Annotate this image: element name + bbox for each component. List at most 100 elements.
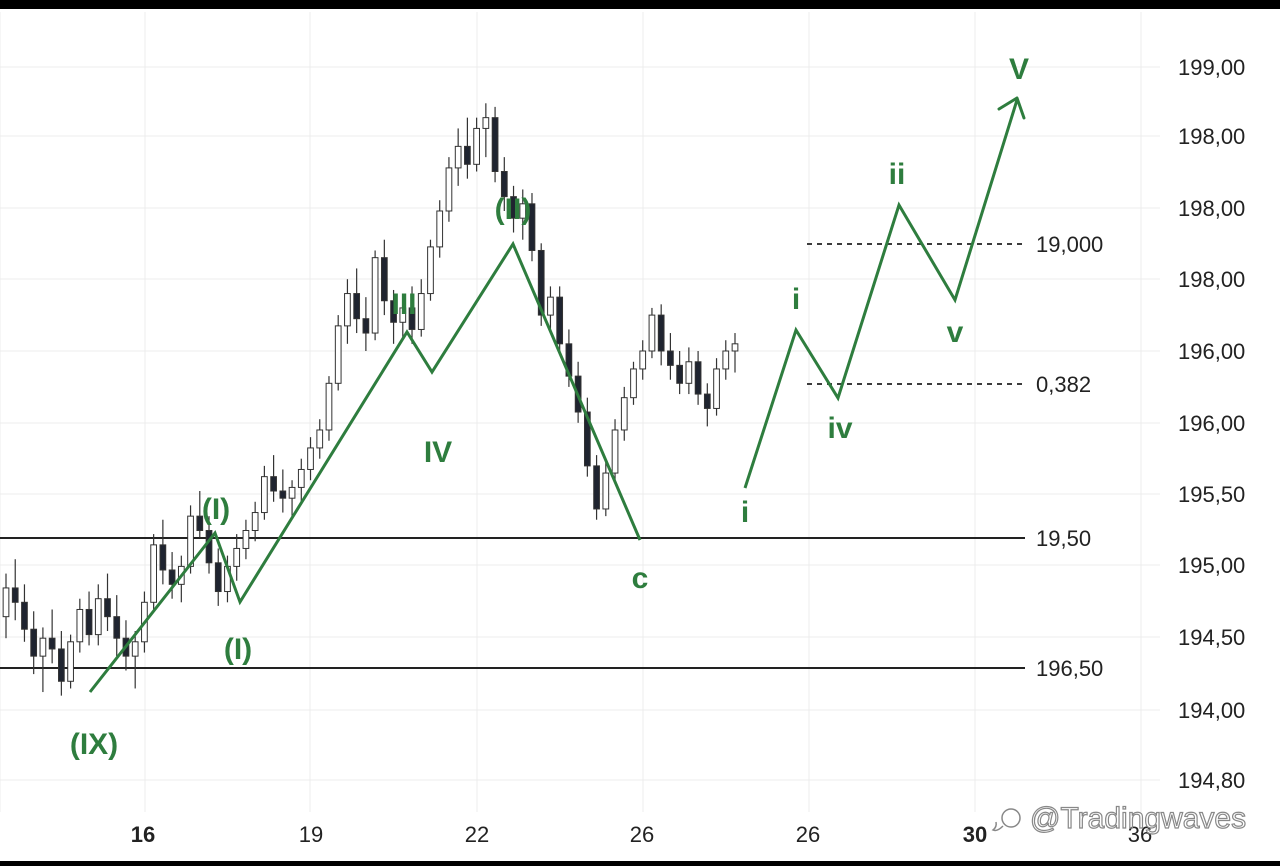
candle (94, 584, 102, 646)
y-tick-label: 194,50 (1178, 625, 1245, 650)
candle (30, 611, 38, 675)
candle (731, 333, 739, 373)
wave-label: III (391, 288, 416, 321)
bottom-border (0, 861, 1280, 866)
level-label: 196,50 (1036, 656, 1103, 681)
wave-label: i (792, 283, 800, 316)
candle (67, 634, 74, 689)
wave-label: (II) (495, 193, 532, 226)
price-axis: 199,00 198,00 198,00 198,00 196,00 196,00 195,… (1178, 55, 1245, 793)
y-tick-label: 198,00 (1178, 124, 1245, 149)
time-axis: 16 19 22 26 26 30 36 (131, 822, 1152, 847)
wave-label: c (632, 562, 649, 595)
grid (0, 12, 1160, 812)
candle (288, 480, 296, 517)
arrow-head (997, 96, 1026, 120)
candle (297, 458, 305, 502)
candle (528, 193, 536, 262)
candle (196, 491, 204, 538)
candle (500, 157, 508, 211)
price-levels (0, 243, 1025, 669)
candle (261, 465, 268, 520)
candle (602, 462, 610, 517)
candle (233, 534, 241, 581)
candle (214, 548, 222, 606)
wave-label: V (1009, 53, 1029, 86)
candle (279, 469, 287, 513)
candle (703, 383, 711, 427)
candle (104, 573, 111, 632)
y-tick-label: 199,00 (1178, 55, 1245, 80)
candle (380, 239, 388, 316)
candle (325, 376, 333, 441)
level-label: 19,000 (1036, 232, 1103, 257)
candle (150, 534, 158, 610)
x-tick-label: 26 (796, 822, 820, 847)
candle (519, 189, 527, 240)
level-labels: 19,000 0,382 19,50 196,50 (1036, 232, 1103, 681)
candle (270, 455, 277, 502)
candle (657, 304, 665, 366)
candle (408, 286, 416, 344)
candle (76, 598, 84, 653)
candle (464, 117, 471, 179)
wave-labels: Vii (II) i III v IV iv (I) i c (I) (IX) (70, 53, 1029, 761)
watermark: @Tradingwaves (991, 801, 1247, 836)
x-tick-label: 26 (630, 822, 654, 847)
candle (436, 200, 444, 258)
candle (611, 419, 619, 481)
candle (2, 573, 10, 639)
x-tick-label: 36 (1128, 822, 1152, 847)
candle (556, 286, 564, 355)
candle (445, 157, 453, 222)
candle (583, 397, 591, 477)
y-tick-label: 194,00 (1178, 698, 1245, 723)
top-border (0, 0, 1280, 9)
candle (685, 347, 693, 395)
wave-label: i (741, 496, 749, 529)
candle (371, 250, 379, 341)
candle (39, 627, 47, 693)
candle (48, 609, 56, 664)
candle (547, 286, 554, 334)
candle (316, 419, 324, 459)
candle (131, 631, 139, 689)
y-tick-label: 198,00 (1178, 267, 1245, 292)
level-label: 0,382 (1036, 372, 1091, 397)
watermark-text: @Tradingwaves (1030, 802, 1246, 835)
x-tick-label: 30 (963, 822, 987, 847)
candle (482, 103, 490, 158)
wave-label: ii (889, 158, 906, 191)
candle (620, 386, 628, 441)
x-tick-label: 22 (465, 822, 489, 847)
candle (307, 437, 314, 481)
candle (251, 501, 259, 542)
wave-label: (I) (202, 493, 230, 526)
wave-label: (I) (224, 633, 252, 666)
wave-label: IV (424, 436, 452, 469)
wave-label: iv (827, 412, 852, 445)
candle (58, 631, 65, 696)
candle (694, 351, 702, 405)
candle (713, 358, 720, 416)
watermark-logo-icon (991, 808, 1021, 832)
x-tick-label: 19 (299, 822, 323, 847)
candle (390, 289, 397, 344)
y-tick-label: 198,00 (1178, 196, 1245, 221)
candle (362, 297, 370, 351)
candle (454, 128, 462, 186)
candle (344, 279, 351, 344)
candle (334, 315, 342, 391)
candle (242, 519, 250, 560)
x-tick-label: 16 (131, 822, 155, 847)
candle (630, 361, 637, 405)
candle (667, 333, 674, 380)
candle (85, 591, 93, 646)
y-tick-label: 195,00 (1178, 553, 1245, 578)
wave-label: v (947, 316, 964, 349)
candle (11, 559, 19, 621)
y-tick-label: 196,00 (1178, 339, 1245, 364)
wave-line-projection (743, 99, 1019, 489)
